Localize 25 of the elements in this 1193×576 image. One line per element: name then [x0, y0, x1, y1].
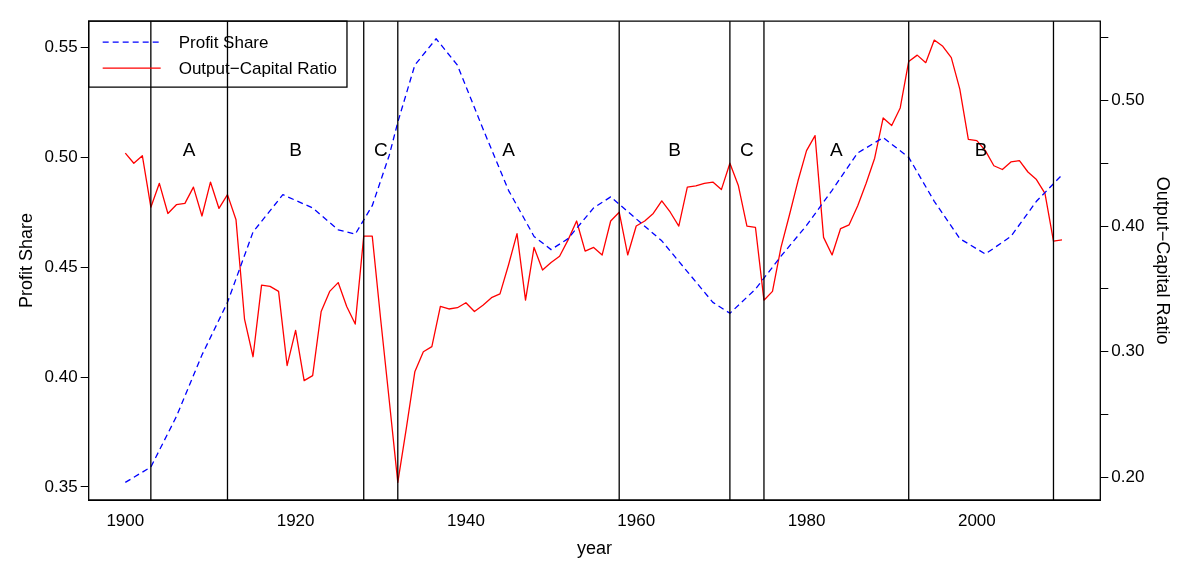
- x-tick-label: 1980: [787, 510, 826, 530]
- y-tick-label: 0.45: [44, 256, 78, 276]
- x-tick-label: 2000: [957, 510, 996, 530]
- annotation: A: [182, 138, 196, 160]
- annotation: B: [668, 138, 681, 160]
- x-tick-label: 1920: [276, 510, 315, 530]
- annotation: C: [740, 138, 754, 160]
- x-tick-label: 1900: [106, 510, 145, 530]
- y2-tick-label: 0.30: [1111, 341, 1145, 361]
- y2-tick-label: 0.20: [1111, 467, 1145, 487]
- annotation: B: [289, 138, 302, 160]
- x-axis-title: year: [576, 538, 613, 559]
- y-tick-label: 0.55: [44, 37, 78, 57]
- x-tick-label: 1940: [447, 510, 485, 530]
- y2-tick-label: 0.50: [1111, 90, 1145, 110]
- y2-tick-label: 0.40: [1111, 215, 1145, 235]
- y2-axis-title: Output−Capital Ratio: [1153, 176, 1174, 345]
- annotation: C: [373, 138, 388, 160]
- y-tick-label: 0.40: [44, 366, 78, 386]
- x-tick-label: 1960: [617, 510, 656, 530]
- y-tick-label: 0.35: [44, 476, 78, 496]
- y-axis-title: Profit Share: [15, 213, 36, 309]
- annotation: A: [502, 138, 516, 160]
- y-tick-label: 0.50: [44, 147, 78, 167]
- annotation: A: [829, 138, 843, 160]
